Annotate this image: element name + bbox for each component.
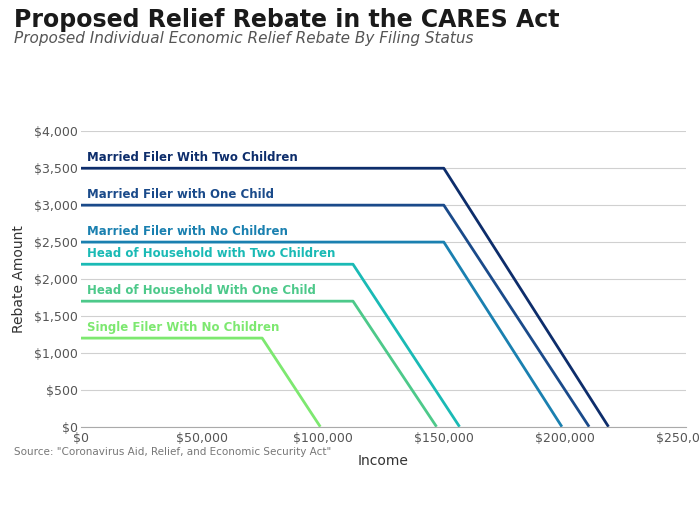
Text: @TaxFoundation: @TaxFoundation	[575, 479, 690, 493]
Text: Head of Household with Two Children: Head of Household with Two Children	[87, 247, 335, 260]
Text: Married Filer with One Child: Married Filer with One Child	[87, 188, 274, 201]
Text: Head of Household With One Child: Head of Household With One Child	[87, 284, 316, 297]
Text: Married Filer With Two Children: Married Filer With Two Children	[87, 151, 298, 164]
Text: Married Filer with No Children: Married Filer with No Children	[87, 225, 288, 238]
Text: Proposed Relief Rebate in the CARES Act: Proposed Relief Rebate in the CARES Act	[14, 8, 559, 32]
Text: Source: "Coronavirus Aid, Relief, and Economic Security Act": Source: "Coronavirus Aid, Relief, and Ec…	[14, 447, 331, 457]
Text: TAX FOUNDATION: TAX FOUNDATION	[10, 479, 148, 493]
Text: Proposed Individual Economic Relief Rebate By Filing Status: Proposed Individual Economic Relief Reba…	[14, 31, 473, 46]
Text: Single Filer With No Children: Single Filer With No Children	[87, 321, 279, 334]
Y-axis label: Rebate Amount: Rebate Amount	[11, 225, 25, 333]
X-axis label: Income: Income	[358, 453, 409, 468]
